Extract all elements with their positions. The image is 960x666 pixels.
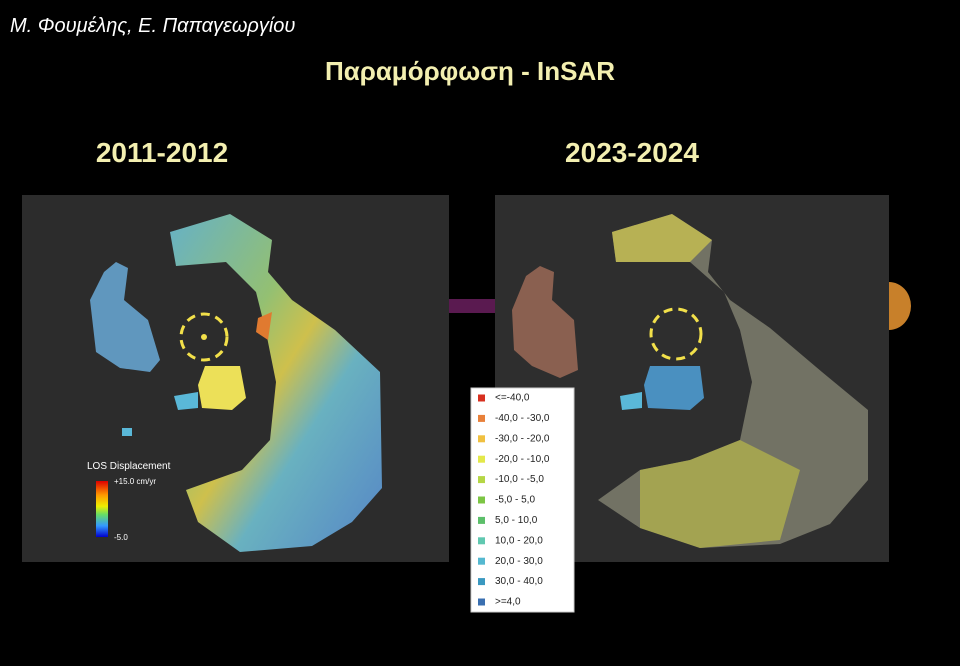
slide-title: Παραμόρφωση - InSAR [325,56,615,86]
authors: Μ. Φουμέλης, Ε. Παπαγεωργίου [10,15,295,37]
legend-swatch [478,435,485,443]
legend-swatch [478,516,485,524]
legend-label: -20,0 - -10,0 [495,454,550,465]
legend-swatch [478,476,485,484]
insar-map-2023 [495,195,889,562]
decoration [449,299,495,313]
legend-label: 10,0 - 20,0 [495,535,543,546]
legend-label: -30,0 - -20,0 [495,433,550,444]
legend-label: 30,0 - 40,0 [495,576,543,587]
legend-label: <=-40,0 [495,393,530,404]
legend-swatch [478,455,485,463]
legend-swatch [478,578,485,586]
decoration [889,282,911,330]
legend-swatch [478,496,485,504]
colorbar-max: +15.0 cm/yr [114,477,156,486]
legend-swatch [478,394,485,402]
legend-label: -5,0 - 5,0 [495,495,535,506]
panel-label: 2023-2024 [565,137,699,168]
insar-map-2011: LOS Displacement +15.0 cm/yr -5.0 [22,195,449,562]
legend-swatch [478,537,485,545]
colorbar-title: LOS Displacement [87,461,171,472]
legend-swatch [478,557,485,565]
panel-label: 2011-2012 [96,137,228,168]
legend-swatch [478,414,485,422]
legend-label: -40,0 - -30,0 [495,413,550,424]
colorbar-min: -5.0 [114,533,128,542]
legend-label: >=4,0 [495,597,521,608]
legend-swatch [478,598,485,606]
legend: <=-40,0 -40,0 - -30,0 -30,0 - -20,0 -20,0 -… [470,387,575,613]
legend-label: -10,0 - -5,0 [495,474,544,485]
legend-label: 20,0 - 30,0 [495,556,543,567]
legend-label: 5,0 - 10,0 [495,515,538,526]
